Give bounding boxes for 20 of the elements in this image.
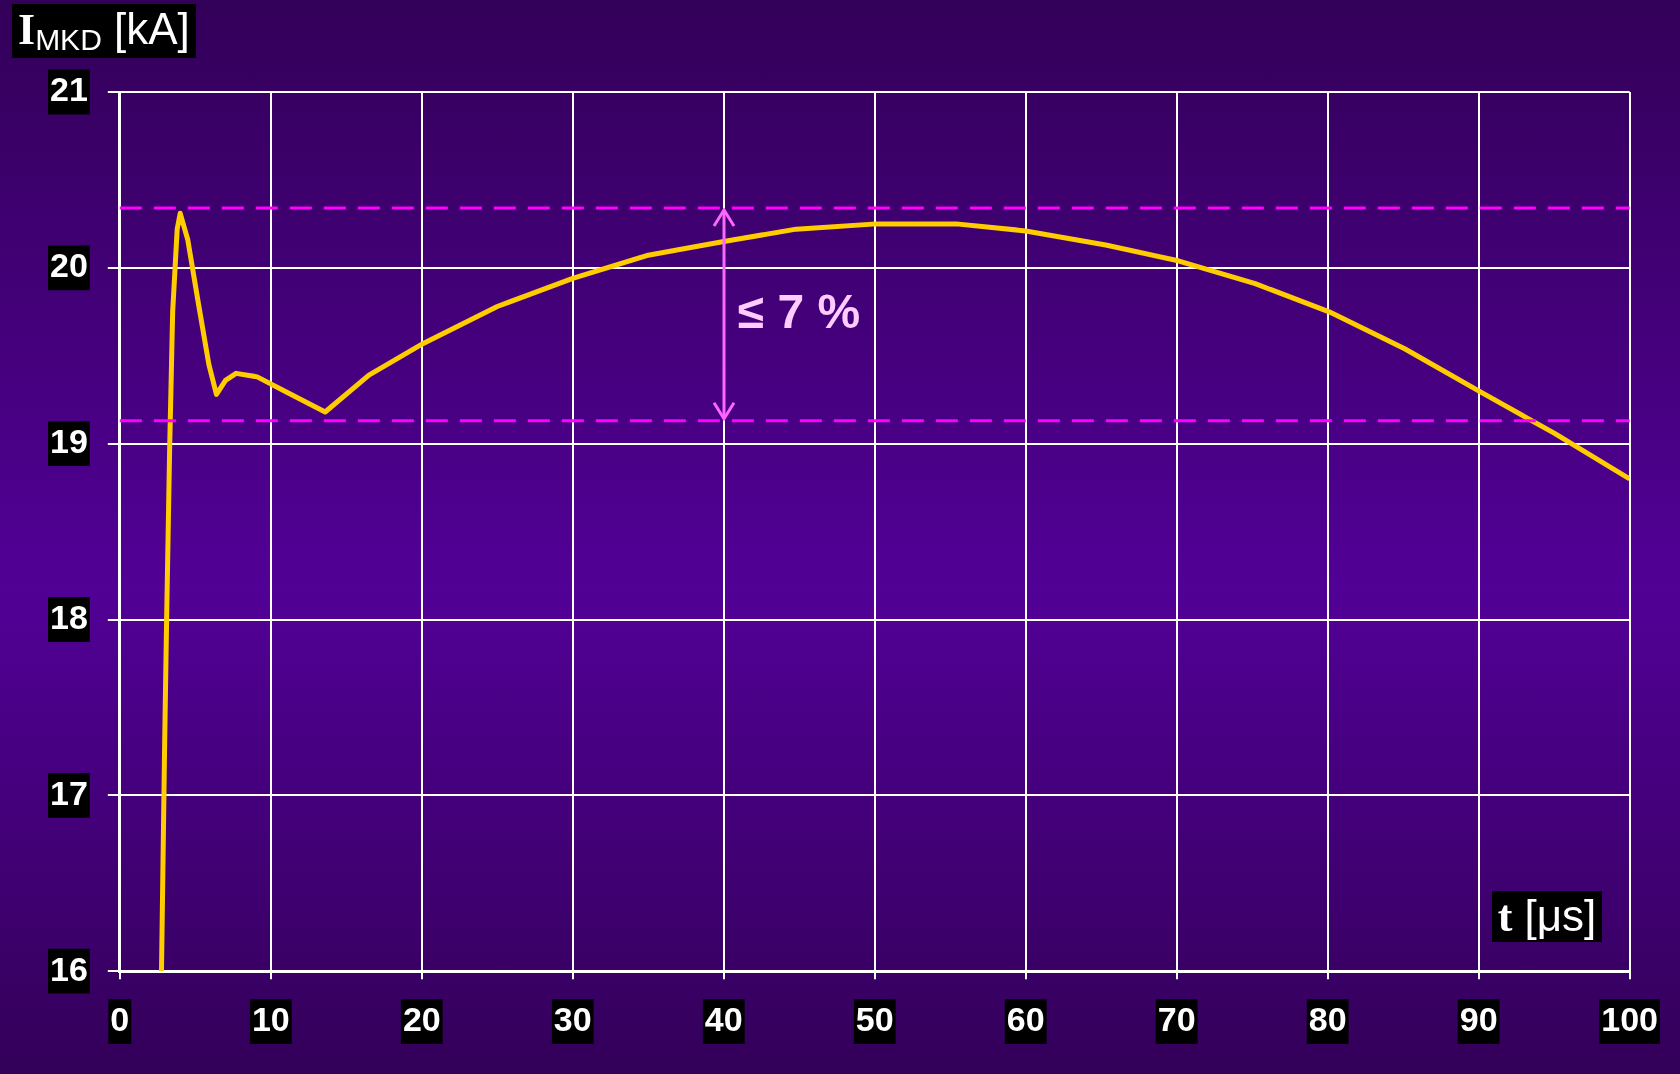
y-tick-label: 16 [49,949,88,988]
x-tick-label: 60 [1006,999,1045,1038]
x-tick-label: 30 [553,999,592,1038]
x-tick-label: 80 [1308,999,1347,1038]
x-tick-label: 70 [1157,999,1196,1038]
y-tick-label: 18 [49,597,88,636]
x-tick-label: 10 [251,999,290,1038]
x-tick-label: 20 [402,999,441,1038]
x-tick-label: 100 [1601,999,1658,1038]
y-tick-label: 20 [49,246,88,285]
x-axis-title: t [μs] [1491,891,1603,943]
y-axis-title: I$_{MKD}$ [kA] [12,4,196,58]
x-tick-label: 40 [704,999,743,1038]
x-tick-label: 90 [1459,999,1498,1038]
x-tick-label: 0 [110,999,130,1038]
y-tick-label: 19 [49,422,88,461]
annotation: ≤ 7 % [737,284,861,338]
y-tick-label: 17 [49,773,88,812]
y-tick-label: 21 [49,70,88,109]
x-tick-label: 50 [855,999,894,1038]
